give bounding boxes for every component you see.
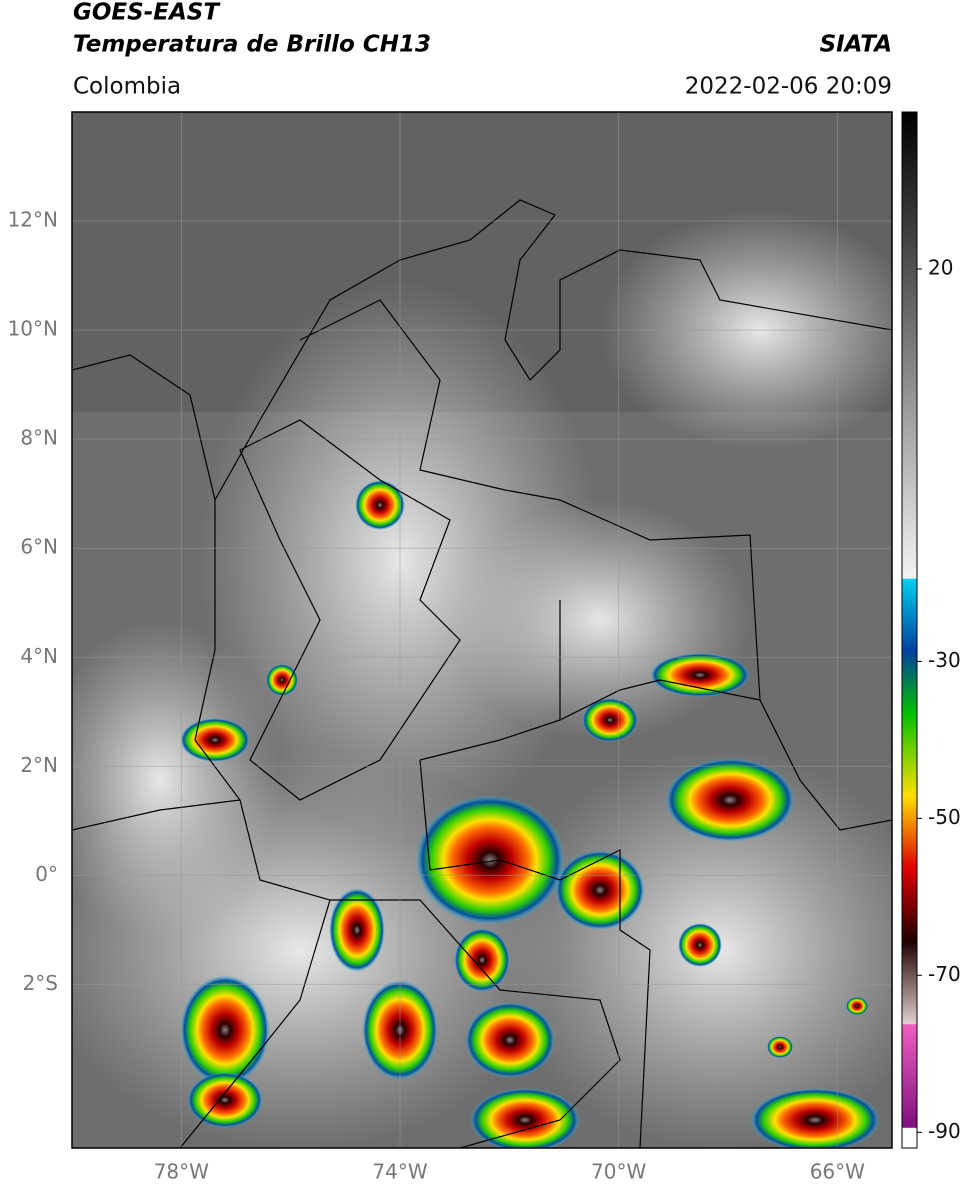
datetime: 2022-02-06 20:09 bbox=[685, 74, 892, 100]
x-tick-label: 78°W bbox=[154, 1160, 209, 1184]
colorbar bbox=[901, 111, 918, 1149]
region: Colombia bbox=[73, 74, 181, 100]
y-tick-label: 8°N bbox=[20, 426, 58, 450]
y-tick-label: 10°N bbox=[8, 317, 58, 341]
title: GOES-EAST bbox=[73, 0, 221, 26]
x-tick-label: 66°W bbox=[810, 1160, 865, 1184]
satellite-image bbox=[72, 112, 892, 1148]
y-tick-label: 2°S bbox=[23, 971, 58, 995]
y-tick-label: 4°N bbox=[20, 644, 58, 668]
x-tick-label: 70°W bbox=[591, 1160, 646, 1184]
colorbar-tick-label: -50 bbox=[928, 805, 961, 829]
colorbar-tick-label: 20 bbox=[928, 255, 953, 279]
colorbar-tick-label: -90 bbox=[928, 1119, 961, 1143]
map-frame bbox=[71, 111, 893, 1149]
y-tick-label: 0° bbox=[35, 862, 58, 886]
grid bbox=[72, 112, 892, 1148]
y-tick-label: 2°N bbox=[20, 753, 58, 777]
y-tick-label: 12°N bbox=[8, 208, 58, 232]
x-tick-label: 74°W bbox=[372, 1160, 427, 1184]
subtitle: Temperatura de Brillo CH13 bbox=[73, 32, 431, 58]
source: SIATA bbox=[820, 32, 892, 58]
colorbar-tick-label: -30 bbox=[928, 648, 961, 672]
colorbar-tick-label: -70 bbox=[928, 962, 961, 986]
y-tick-label: 6°N bbox=[20, 535, 58, 559]
